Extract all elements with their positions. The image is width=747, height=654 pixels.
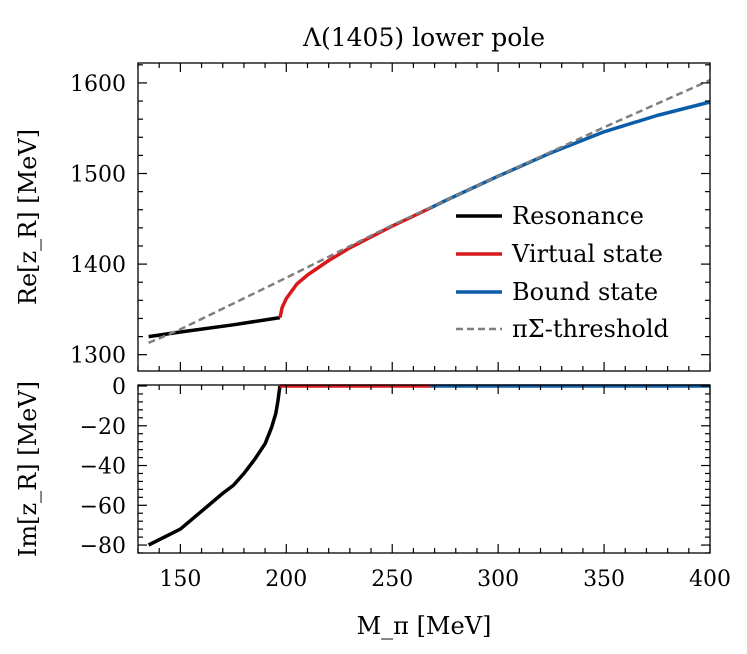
legend: Resonance Virtual state Bound state πΣ-t… (456, 202, 669, 343)
im-series-resonance (147, 385, 282, 547)
upper-panel-ticks: 1300 1400 1500 1600 (70, 63, 711, 371)
x-tick-label: 250 (371, 567, 413, 592)
re-y-tick-label: 1300 (70, 344, 126, 369)
upper-y-axis-title: Re[z_R] [MeV] (14, 129, 42, 305)
legend-label-threshold: πΣ-threshold (512, 315, 669, 343)
upper-panel: 1300 1400 1500 1600 Resonance Virtual state… (14, 62, 711, 372)
re-series-virtual-state (278, 206, 432, 319)
lower-panel-series (147, 384, 710, 547)
lower-panel-ticks: −80 −60 −40 −20 0 (80, 375, 711, 559)
re-series-bound-state (429, 100, 711, 210)
legend-label-virtual-state: Virtual state (511, 240, 663, 268)
legend-label-resonance: Resonance (512, 202, 644, 230)
x-tick-label: 400 (689, 567, 731, 592)
lower-y-axis-title: Im[z_R] [MeV] (14, 381, 42, 557)
lower-panel-frame (137, 384, 711, 554)
x-tick-label: 200 (265, 567, 307, 592)
legend-label-bound-state: Bound state (512, 278, 658, 306)
re-y-tick-label: 1500 (70, 163, 126, 188)
re-y-tick-label: 1400 (70, 253, 126, 278)
x-tick-labels: 150 200 250 300 350 400 (159, 567, 731, 592)
im-y-tick-label: 0 (112, 375, 126, 400)
re-series-resonance (148, 315, 281, 339)
im-y-tick-label: −20 (80, 415, 126, 440)
upper-panel-series (148, 79, 711, 345)
plot-title: Λ(1405) lower pole (302, 23, 545, 52)
im-y-tick-label: −80 (80, 534, 126, 559)
x-axis-title: M_π [MeV] (357, 612, 492, 640)
re-y-tick-label: 1600 (70, 72, 126, 97)
re-series-threshold (148, 79, 711, 345)
lower-panel: −80 −60 −40 −20 0 Im[z_R] [MeV] (14, 375, 711, 559)
im-y-tick-label: −60 (80, 494, 126, 519)
x-tick-label: 350 (583, 567, 625, 592)
x-tick-label: 150 (159, 567, 201, 592)
x-tick-label: 300 (477, 567, 519, 592)
im-y-tick-label: −40 (80, 455, 126, 480)
upper-panel-frame (137, 62, 711, 372)
